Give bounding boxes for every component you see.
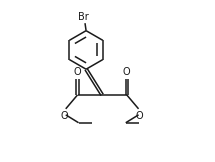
Text: O: O (61, 111, 69, 121)
Text: O: O (123, 67, 131, 77)
Text: Br: Br (78, 12, 88, 22)
Text: O: O (136, 111, 143, 121)
Text: O: O (74, 67, 81, 77)
